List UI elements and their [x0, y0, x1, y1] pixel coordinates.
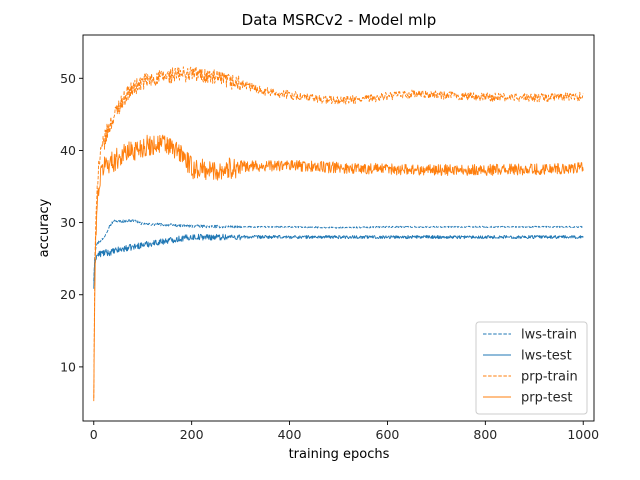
- series-line-prp-train: [93, 66, 584, 399]
- legend-label: prp-train: [521, 370, 578, 385]
- plot-frame: [82, 34, 595, 422]
- y-tick-label: 30: [60, 215, 76, 230]
- series-line-prp-test: [93, 134, 584, 402]
- x-tick-label: 200: [180, 427, 204, 442]
- x-tick-label: 1000: [567, 427, 599, 442]
- x-tick-label: 800: [473, 427, 497, 442]
- chart-title: Data MSRCv2 - Model mlp: [242, 11, 437, 29]
- legend-label: prp-test: [521, 391, 573, 406]
- x-tick-label: 400: [278, 427, 302, 442]
- series-layer: [93, 66, 584, 402]
- series-line-lws-train: [93, 219, 584, 282]
- x-tick-label: 0: [90, 427, 98, 442]
- legend: lws-train lws-test prp-train prp-test: [475, 321, 588, 415]
- x-tick-label: 600: [376, 427, 400, 442]
- legend-label: lws-train: [521, 328, 577, 343]
- y-tick-label: 20: [60, 287, 76, 302]
- x-axis-title: training epochs: [289, 447, 390, 462]
- legend-box: [475, 321, 588, 415]
- legend-label: lws-test: [521, 349, 572, 364]
- y-tick-label: 50: [60, 71, 76, 86]
- y-axis-title: accuracy: [37, 198, 52, 257]
- y-tick-label: 40: [60, 143, 76, 158]
- y-axis: 10 20 30 40 50: [60, 71, 83, 374]
- series-line-lws-test: [93, 233, 584, 289]
- y-tick-label: 10: [60, 359, 76, 374]
- x-axis: 0 200 400 600 800 1000: [90, 421, 599, 442]
